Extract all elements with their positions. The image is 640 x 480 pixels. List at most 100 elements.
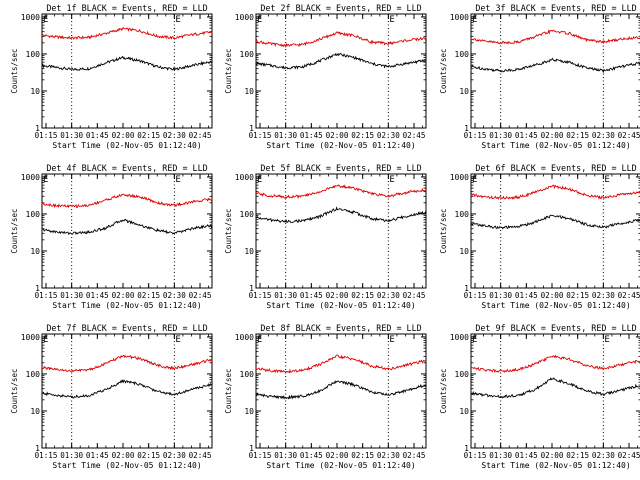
- detector-panel-3: Det 3f BLACK = Events, RED = LLD 1 10 100 10…: [439, 3, 640, 150]
- x-axis-label: Start Time (02-Nov-05 01:12:40): [52, 461, 201, 470]
- y-tick-label: 10: [30, 87, 40, 96]
- x-tick-label: 01:15: [464, 291, 487, 300]
- x-tick-label: 02:45: [189, 451, 212, 460]
- x-tick-label: 02:15: [137, 291, 160, 300]
- y-axis-label: Counts/sec: [10, 368, 19, 413]
- x-tick-label: 02:00: [326, 291, 349, 300]
- x-tick-label: 01:45: [300, 291, 323, 300]
- x-tick-label: 01:45: [300, 451, 323, 460]
- x-tick-label: 02:45: [403, 451, 426, 460]
- y-tick-label: 1: [249, 444, 254, 453]
- x-tick-label: 02:00: [541, 291, 564, 300]
- y-tick-label: 1000: [235, 173, 254, 182]
- events-series-line: [41, 379, 213, 399]
- x-tick-label: 02:15: [351, 131, 374, 140]
- x-tick-label: 02:45: [618, 131, 640, 140]
- x-tick-label: 02:30: [163, 291, 186, 300]
- x-tick-label: 02:45: [403, 131, 426, 140]
- x-tick-label: 02:30: [377, 291, 400, 300]
- x-tick-label: 02:15: [351, 451, 374, 460]
- y-axis-label: Counts/sec: [224, 48, 233, 93]
- lld-series-line: [255, 31, 427, 49]
- event-marker-label: E: [389, 15, 394, 25]
- y-tick-label: 1: [35, 284, 40, 293]
- panel-title: Det 6f BLACK = Events, RED = LLD: [475, 163, 636, 173]
- x-tick-label: 01:30: [489, 291, 512, 300]
- y-tick-label: 1000: [450, 173, 469, 182]
- detector-panel-7: Det 7f BLACK = Events, RED = LLD 1 10 100 10…: [10, 323, 213, 470]
- x-tick-label: 02:30: [592, 131, 615, 140]
- x-tick-label: 02:15: [566, 131, 589, 140]
- x-axis-label: Start Time (02-Nov-05 01:12:40): [266, 301, 415, 310]
- events-series-line: [41, 218, 213, 236]
- x-tick-label: 01:45: [515, 131, 538, 140]
- x-tick-label: 02:30: [163, 131, 186, 140]
- x-tick-label: 02:00: [541, 451, 564, 460]
- plot-frame: [41, 173, 213, 289]
- y-axis-label: Counts/sec: [224, 208, 233, 253]
- x-tick-label: 02:30: [592, 451, 615, 460]
- events-series-line: [41, 55, 213, 72]
- y-tick-label: 100: [26, 210, 41, 219]
- y-tick-label: 1000: [21, 173, 40, 182]
- event-marker-label: E: [175, 15, 180, 25]
- x-axis-label: Start Time (02-Nov-05 01:12:40): [266, 461, 415, 470]
- x-tick-label: 01:30: [274, 291, 297, 300]
- detector-panel-1: Det 1f BLACK = Events, RED = LLD 1 10 100 10…: [10, 3, 213, 150]
- event-marker-label: E: [257, 15, 262, 25]
- x-axis-label: Start Time (02-Nov-05 01:12:40): [52, 141, 201, 150]
- lld-series-line: [470, 29, 640, 45]
- detector-panel-4: Det 4f BLACK = Events, RED = LLD 1 10 100 10…: [10, 163, 213, 310]
- panel-title: Det 7f BLACK = Events, RED = LLD: [46, 323, 207, 333]
- event-marker-label: E: [43, 335, 48, 345]
- y-tick-label: 1: [249, 124, 254, 133]
- events-series-line: [255, 52, 427, 70]
- y-tick-label: 100: [240, 50, 255, 59]
- y-tick-label: 1: [35, 124, 40, 133]
- x-tick-label: 02:45: [189, 291, 212, 300]
- detector-panel-8: Det 8f BLACK = Events, RED = LLD 1 10 100 10…: [224, 323, 427, 470]
- x-tick-label: 01:30: [489, 451, 512, 460]
- event-marker-label: E: [472, 175, 477, 185]
- panel-title: Det 8f BLACK = Events, RED = LLD: [260, 323, 421, 333]
- event-marker-label: E: [257, 175, 262, 185]
- y-axis-label: Counts/sec: [439, 208, 448, 253]
- x-tick-label: 01:15: [464, 131, 487, 140]
- x-tick-label: 01:45: [86, 451, 109, 460]
- x-tick-label: 02:45: [618, 451, 640, 460]
- plot-frame: [41, 13, 213, 129]
- x-tick-label: 02:15: [351, 291, 374, 300]
- x-tick-label: 01:15: [35, 291, 58, 300]
- x-tick-label: 02:30: [163, 451, 186, 460]
- lld-series-line: [255, 354, 427, 374]
- x-tick-label: 02:30: [377, 131, 400, 140]
- event-marker-label: E: [43, 175, 48, 185]
- y-tick-label: 1000: [21, 333, 40, 342]
- y-tick-label: 100: [26, 370, 41, 379]
- event-marker-label: E: [472, 15, 477, 25]
- y-tick-label: 10: [459, 407, 469, 416]
- x-tick-label: 01:15: [35, 451, 58, 460]
- y-tick-label: 10: [244, 87, 254, 96]
- plot-frame: [41, 333, 213, 449]
- y-tick-label: 1000: [235, 333, 254, 342]
- x-tick-label: 01:45: [515, 451, 538, 460]
- y-tick-label: 1000: [450, 333, 469, 342]
- events-series-line: [255, 206, 427, 224]
- detector-panel-5: Det 5f BLACK = Events, RED = LLD 1 10 100 10…: [224, 163, 427, 310]
- panel-title: Det 5f BLACK = Events, RED = LLD: [260, 163, 421, 173]
- events-series-line: [471, 57, 640, 74]
- x-tick-label: 02:00: [326, 131, 349, 140]
- x-axis-label: Start Time (02-Nov-05 01:12:40): [481, 301, 630, 310]
- y-tick-label: 1: [464, 124, 469, 133]
- panel-title: Det 1f BLACK = Events, RED = LLD: [46, 3, 207, 13]
- y-tick-label: 10: [30, 247, 40, 256]
- plot-frame: [470, 13, 640, 129]
- x-tick-label: 01:15: [464, 451, 487, 460]
- x-tick-label: 02:00: [326, 451, 349, 460]
- y-axis-label: Counts/sec: [439, 368, 448, 413]
- event-marker-label: E: [604, 335, 609, 345]
- y-tick-label: 10: [244, 247, 254, 256]
- panel-title: Det 9f BLACK = Events, RED = LLD: [475, 323, 636, 333]
